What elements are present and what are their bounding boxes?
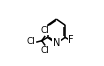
Text: N: N [53, 38, 60, 49]
Text: F: F [68, 35, 74, 45]
Text: Cl: Cl [40, 26, 49, 35]
Text: Cl: Cl [27, 37, 36, 46]
Text: Cl: Cl [41, 46, 50, 55]
